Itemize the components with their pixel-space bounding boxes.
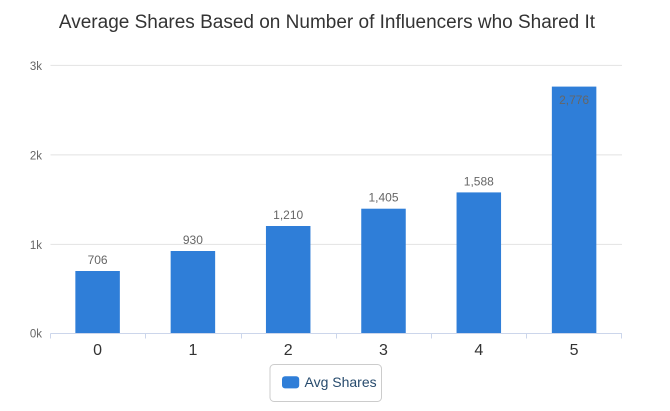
- svg-text:2,776: 2,776: [559, 93, 589, 107]
- svg-text:3: 3: [379, 342, 388, 359]
- svg-text:1,405: 1,405: [368, 191, 398, 205]
- svg-text:5: 5: [570, 342, 579, 359]
- svg-text:4: 4: [474, 342, 483, 359]
- svg-text:Average Shares Based on Number: Average Shares Based on Number of Influe…: [59, 12, 596, 33]
- svg-text:1,588: 1,588: [464, 174, 494, 188]
- svg-text:1,210: 1,210: [273, 208, 303, 222]
- svg-text:1k: 1k: [30, 240, 42, 252]
- svg-text:2: 2: [284, 342, 293, 359]
- svg-text:1: 1: [188, 342, 197, 359]
- svg-text:3k: 3k: [30, 61, 42, 73]
- svg-text:0: 0: [93, 342, 102, 359]
- svg-text:706: 706: [88, 253, 108, 267]
- svg-text:930: 930: [183, 233, 203, 247]
- svg-text:0k: 0k: [30, 329, 42, 341]
- svg-text:Avg Shares: Avg Shares: [305, 374, 377, 390]
- svg-text:2k: 2k: [30, 151, 42, 163]
